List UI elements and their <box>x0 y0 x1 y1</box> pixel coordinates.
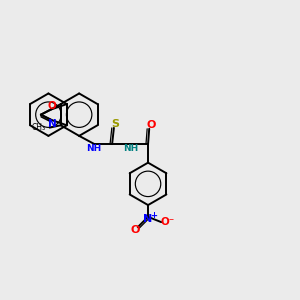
Text: NH: NH <box>123 144 139 153</box>
Text: +: + <box>150 211 157 220</box>
Text: NH: NH <box>86 144 101 153</box>
Text: CH₃: CH₃ <box>32 123 46 132</box>
Text: N: N <box>143 214 153 224</box>
Text: N: N <box>48 119 57 129</box>
Text: S: S <box>111 119 119 129</box>
Text: O: O <box>146 120 155 130</box>
Text: O⁻: O⁻ <box>160 217 175 227</box>
Text: O: O <box>48 101 56 111</box>
Text: O: O <box>130 225 140 235</box>
